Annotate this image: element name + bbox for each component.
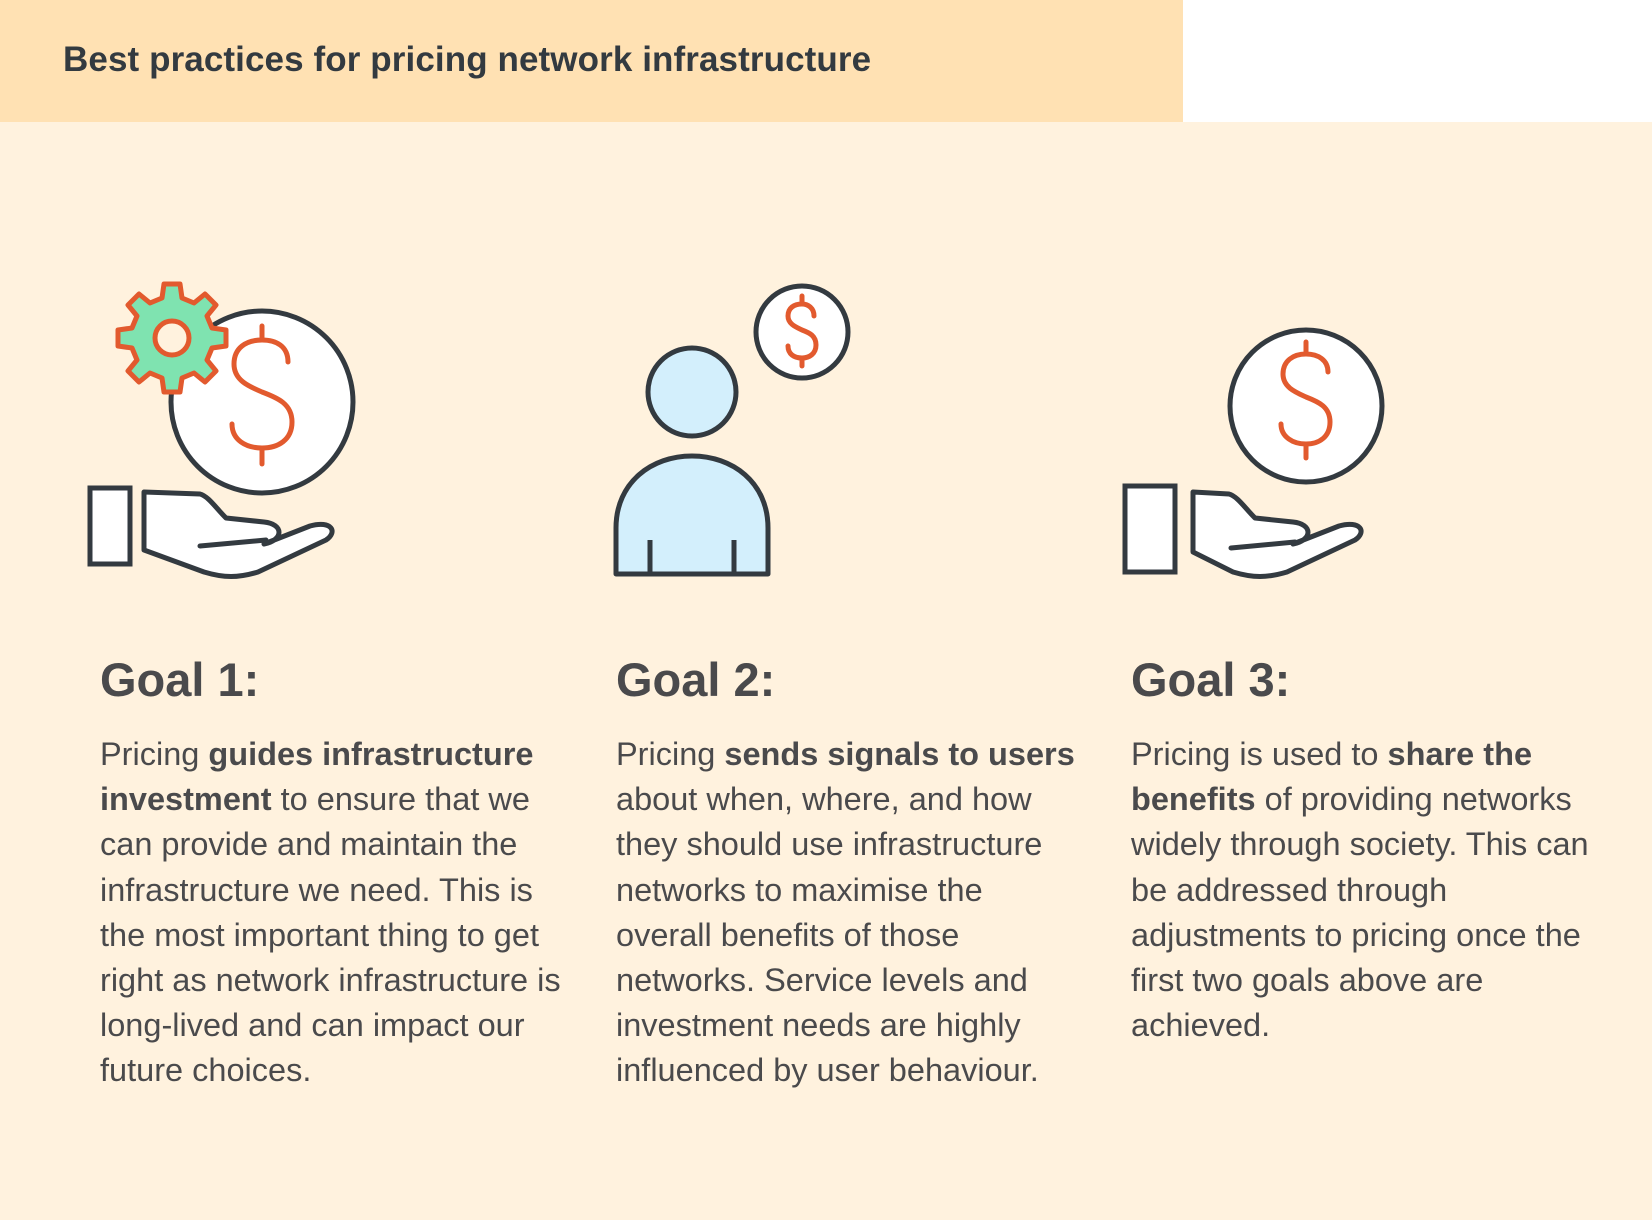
person-coin-icon bbox=[613, 283, 851, 577]
content-area: Goal 1: Pricing guides infrastructure in… bbox=[0, 122, 1652, 1220]
goal-2-title: Goal 2: bbox=[616, 653, 776, 706]
goal-text-run: Pricing is used to bbox=[1131, 736, 1388, 772]
goal-text-run: about when, where, and how they should u… bbox=[616, 781, 1043, 1089]
goal-2-text: Pricing sends signals to users about whe… bbox=[616, 732, 1086, 1094]
goal-text-emphasis: guides infrastructure investment bbox=[100, 736, 534, 818]
goal-3-text: Pricing is used to share the benefits of… bbox=[1131, 732, 1601, 1048]
header-band: Best practices for pricing network infra… bbox=[0, 0, 1183, 122]
goal-text-emphasis: sends signals to users bbox=[724, 736, 1075, 772]
goal-1-text: Pricing guides infrastructure investment… bbox=[100, 732, 570, 1094]
goal-text-run: of providing networks widely through soc… bbox=[1131, 781, 1589, 1044]
page-title: Best practices for pricing network infra… bbox=[63, 40, 872, 79]
goal-3-title: Goal 3: bbox=[1131, 653, 1291, 706]
goal-text-run: to ensure that we can provide and mainta… bbox=[100, 781, 561, 1089]
hand-coin-icon bbox=[1122, 327, 1385, 579]
goal-text-run: Pricing bbox=[100, 736, 209, 772]
goal-text-emphasis: share the benefits bbox=[1131, 736, 1533, 818]
goal-1-title: Goal 1: bbox=[100, 653, 260, 706]
goal-text-run: Pricing bbox=[616, 736, 725, 772]
hand-coin-gear-icon bbox=[87, 281, 356, 579]
